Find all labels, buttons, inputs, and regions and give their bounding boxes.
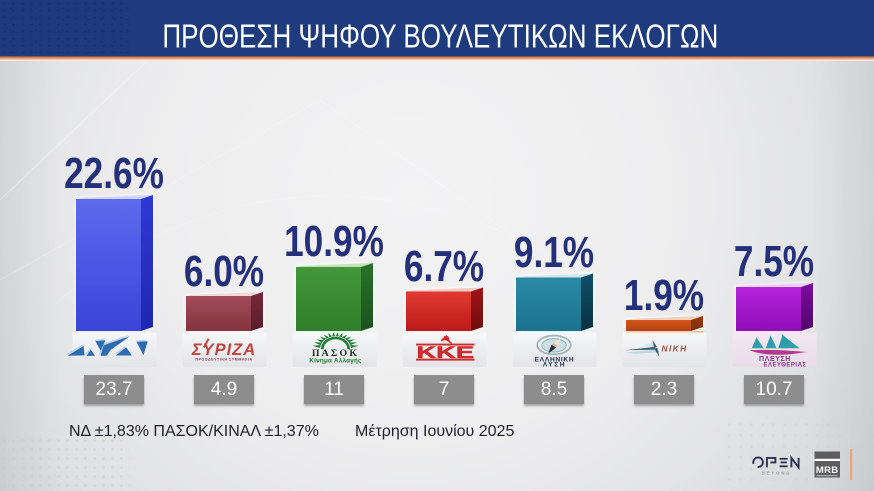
svg-text:ΝΙΚΗ: ΝΙΚΗ bbox=[662, 344, 688, 354]
svg-text:ΕΛΛΗΝΙΚΗ: ΕΛΛΗΝΙΚΗ bbox=[535, 356, 575, 363]
svg-text:MRB: MRB bbox=[816, 465, 839, 476]
svg-text:KKE: KKE bbox=[417, 344, 475, 362]
svg-text:ΠΛΕΥΣΗ: ΠΛΕΥΣΗ bbox=[759, 356, 791, 363]
svg-text:ΛΥΣΗ: ΛΥΣΗ bbox=[543, 362, 566, 369]
svg-text:Κίνημα Αλλαγής: Κίνημα Αλλαγής bbox=[309, 357, 362, 365]
svg-text:ΠΑΣΟΚ: ΠΑΣΟΚ bbox=[312, 348, 359, 359]
svg-text:ΣΥΡΙΖΑ: ΣΥΡΙΖΑ bbox=[191, 341, 256, 359]
svg-text:BEYOND: BEYOND bbox=[762, 471, 792, 476]
svg-text:ΕΛΕΥΘΕΡΙΑΣ: ΕΛΕΥΘΕΡΙΑΣ bbox=[763, 363, 806, 369]
svg-text:ΠΡΟΟΔΕΥΤΙΚΗ ΣΥΜΜΑΧΙΑ: ΠΡΟΟΔΕΥΤΙΚΗ ΣΥΜΜΑΧΙΑ bbox=[195, 358, 252, 362]
